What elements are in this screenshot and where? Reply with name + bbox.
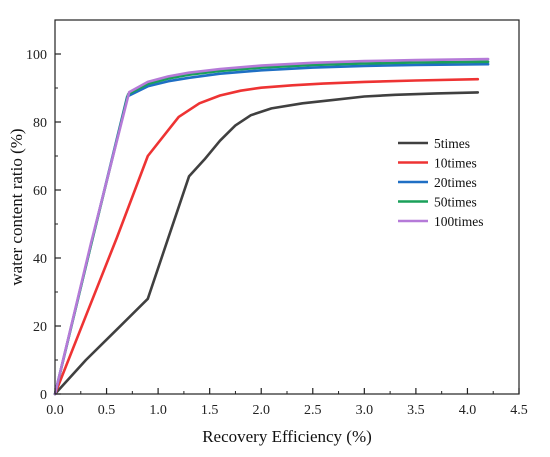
y-tick-label: 0 bbox=[40, 388, 47, 403]
y-tick-label: 60 bbox=[33, 184, 47, 199]
series-line-100times bbox=[53, 57, 490, 396]
x-tick-label: 2.5 bbox=[304, 403, 322, 418]
y-tick-label: 100 bbox=[26, 48, 47, 63]
legend-label-20times: 20times bbox=[434, 175, 477, 190]
x-tick-label: 2.0 bbox=[252, 403, 270, 418]
legend-label-50times: 50times bbox=[434, 195, 477, 210]
y-tick-label: 80 bbox=[33, 116, 47, 131]
x-tick-label: 1.5 bbox=[201, 403, 219, 418]
y-axis-ticks: 0 20 40 60 80 100 bbox=[26, 48, 61, 403]
y-axis-title: water content ratio (%) bbox=[7, 128, 26, 285]
series-line-5times bbox=[53, 91, 480, 396]
y-tick-label: 20 bbox=[33, 320, 47, 335]
legend-label-100times: 100times bbox=[434, 214, 484, 229]
series-layer bbox=[53, 57, 490, 396]
x-tick-label: 0.0 bbox=[46, 403, 64, 418]
legend-label-10times: 10times bbox=[434, 156, 477, 171]
x-axis-ticks: 0.0 0.5 1.0 1.5 2.0 2.5 3.0 3.5 4.0 4.5 bbox=[46, 388, 528, 418]
series-line-10times bbox=[53, 77, 480, 396]
x-tick-label: 3.0 bbox=[356, 403, 374, 418]
legend: 5times 10times 20times 50times 100times bbox=[398, 136, 484, 229]
x-tick-label: 3.5 bbox=[407, 403, 425, 418]
x-tick-label: 4.0 bbox=[459, 403, 477, 418]
x-axis-title: Recovery Efficiency (%) bbox=[202, 427, 372, 446]
legend-label-5times: 5times bbox=[434, 136, 470, 151]
x-tick-label: 0.5 bbox=[98, 403, 116, 418]
x-tick-label: 4.5 bbox=[510, 403, 528, 418]
x-tick-label: 1.0 bbox=[149, 403, 167, 418]
y-tick-label: 40 bbox=[33, 252, 47, 267]
